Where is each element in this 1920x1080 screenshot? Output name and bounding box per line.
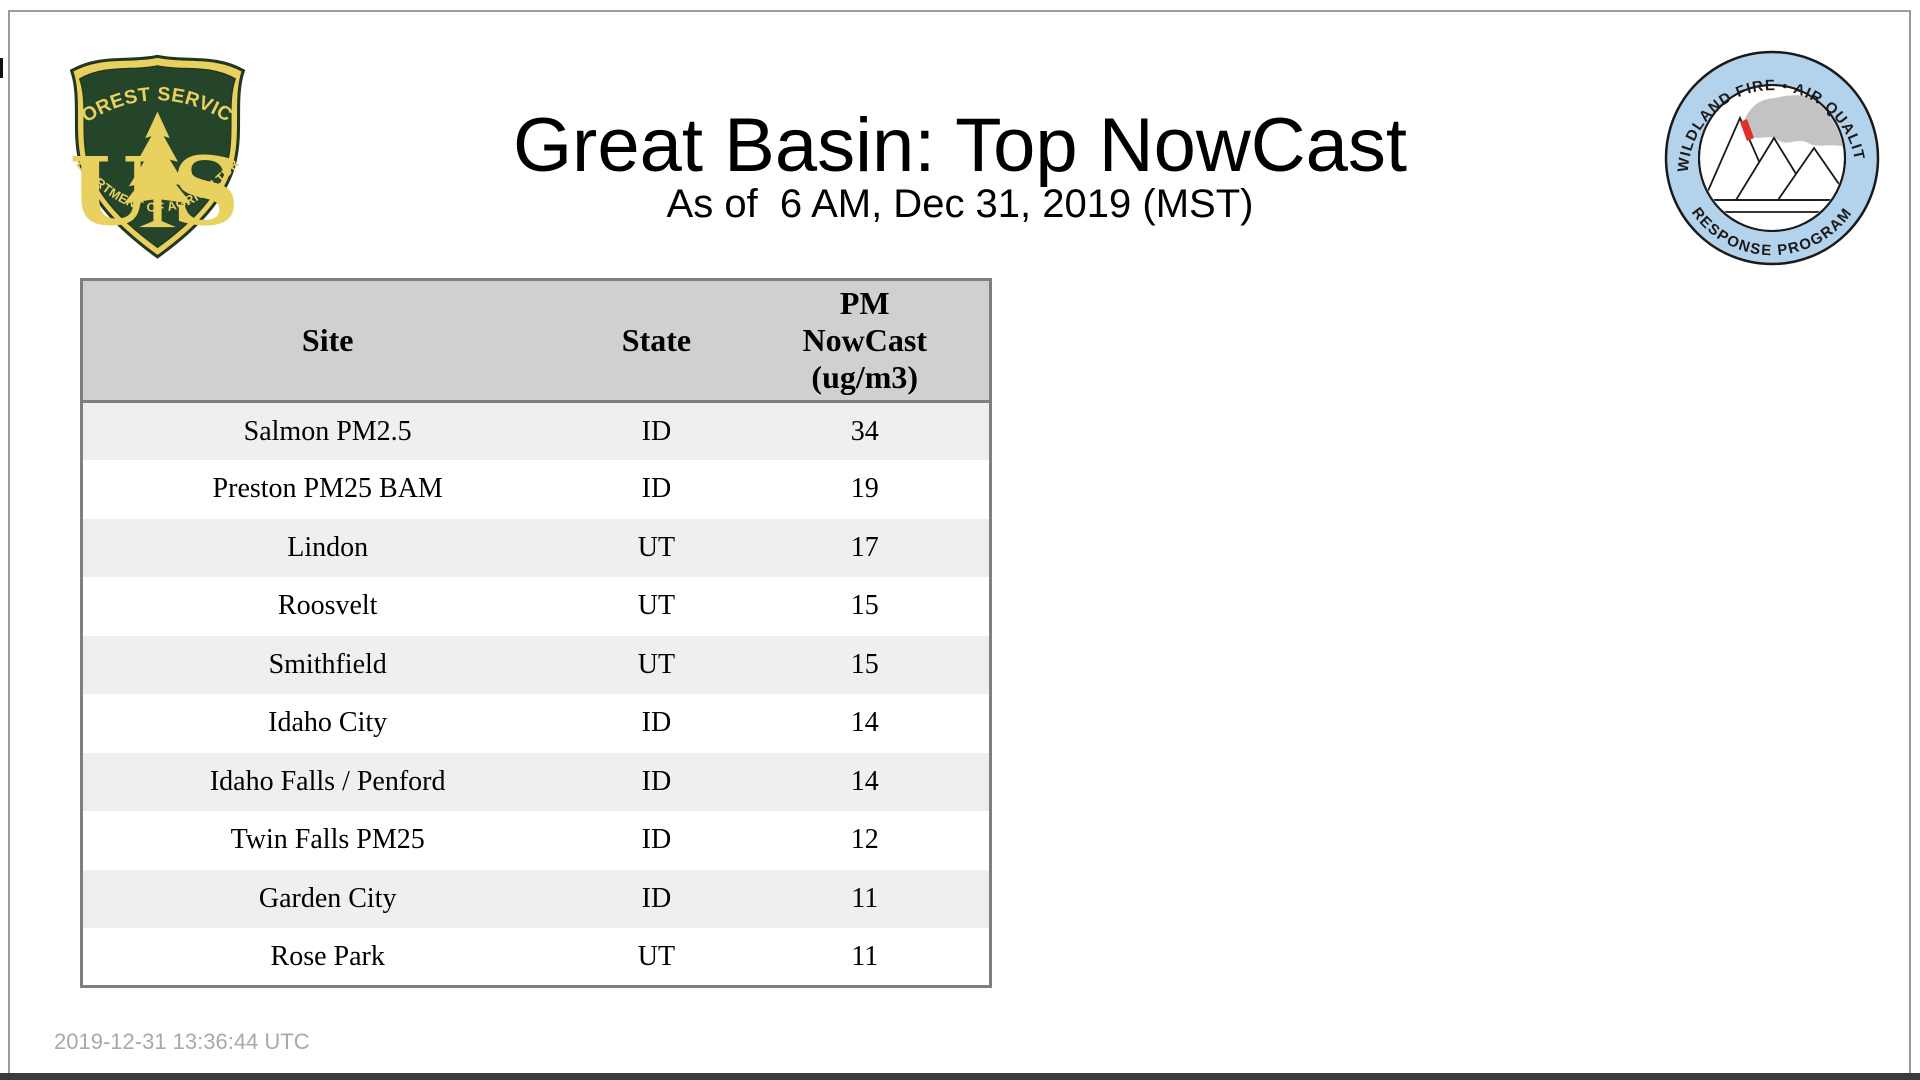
table-row: Garden City ID 11 xyxy=(81,869,991,928)
left-edge-mark xyxy=(0,58,3,78)
cell-pm-nowcast: 12 xyxy=(850,824,879,856)
generated-timestamp: 2019-12-31 13:36:44 UTC xyxy=(54,1029,310,1054)
cell-pm-nowcast: 34 xyxy=(850,415,879,447)
wfaqrp-logo: WILDLAND FIRE • AIR QUALITY RESPONSE PRO… xyxy=(1662,48,1880,266)
cell-pm-nowcast: 14 xyxy=(850,707,879,739)
flame-icon xyxy=(1740,119,1754,141)
cell-state: ID xyxy=(641,765,672,797)
cell-site: Smithfield xyxy=(268,648,387,680)
cell-site: Idaho Falls / Penford xyxy=(209,765,446,797)
cell-site: Twin Falls PM25 xyxy=(230,824,425,856)
table-row: Salmon PM2.5 ID 34 xyxy=(81,401,991,460)
cell-pm-nowcast: 11 xyxy=(851,940,879,972)
badge-inner-outline xyxy=(1698,84,1846,232)
cell-site: Lindon xyxy=(287,531,369,563)
cell-site: Idaho City xyxy=(268,707,388,739)
page-subtitle: As of 6 AM, Dec 31, 2019 (MST) xyxy=(666,182,1254,226)
table-row: Preston PM25 BAM ID 19 xyxy=(81,460,991,519)
table-row: Roosvelt UT 15 xyxy=(81,577,991,636)
column-header-pm-nowcast: PM NowCast (ug/m3) xyxy=(740,279,991,403)
usfs-logo: FOREST SERVICE U S DEPARTMENT OF AGRICUL… xyxy=(55,40,245,259)
usfs-letter-s: S xyxy=(172,137,240,247)
cell-state: ID xyxy=(641,882,672,914)
cell-site: Preston PM25 BAM xyxy=(212,473,443,505)
page-title: Great Basin: Top NowCast xyxy=(512,102,1408,188)
cell-site: Roosvelt xyxy=(277,590,378,622)
cell-pm-nowcast: 19 xyxy=(850,473,879,505)
cell-state: ID xyxy=(641,824,672,856)
window-bottom-edge xyxy=(0,1073,1920,1080)
cell-state: ID xyxy=(641,707,672,739)
pine-tree-icon xyxy=(123,111,192,228)
cell-pm-nowcast: 17 xyxy=(850,531,879,563)
cell-state: UT xyxy=(637,648,676,680)
table-row: Idaho City ID 14 xyxy=(81,694,991,753)
cell-pm-nowcast: 14 xyxy=(850,765,879,797)
cell-state: UT xyxy=(637,590,676,622)
table-row: Lindon UT 17 xyxy=(81,518,991,577)
cell-state: ID xyxy=(641,473,672,505)
nowcast-table-body: Salmon PM2.5 ID 34 Preston PM25 BAM ID 19 Lind… xyxy=(81,401,991,987)
nowcast-table: Site State PM NowCast (ug/m3) Salmon PM2… xyxy=(80,278,992,988)
cell-state: UT xyxy=(637,531,676,563)
cell-site: Rose Park xyxy=(270,940,385,972)
table-header: Site State PM NowCast (ug/m3) xyxy=(81,279,991,403)
table-row: Rose Park UT 11 xyxy=(81,928,991,987)
table-row: Smithfield UT 15 xyxy=(81,635,991,694)
cell-pm-nowcast: 15 xyxy=(850,648,879,680)
cell-site: Garden City xyxy=(258,882,397,914)
table-row: Twin Falls PM25 ID 12 xyxy=(81,811,991,870)
cell-state: UT xyxy=(637,940,676,972)
column-header-site: Site xyxy=(81,279,573,403)
cell-pm-nowcast: 11 xyxy=(851,882,879,914)
column-header-state: State xyxy=(572,279,741,403)
cell-state: ID xyxy=(641,415,672,447)
cell-pm-nowcast: 15 xyxy=(850,590,879,622)
cell-site: Salmon PM2.5 xyxy=(243,415,412,447)
table-row: Idaho Falls / Penford ID 14 xyxy=(81,752,991,811)
